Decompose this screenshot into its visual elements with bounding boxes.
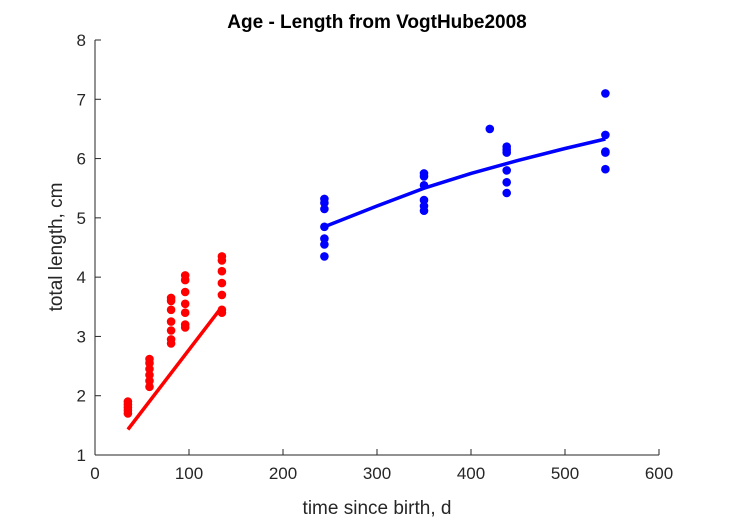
data-point-blue [601,164,610,174]
plot-area [123,89,610,431]
x-tick-label: 500 [551,464,579,483]
data-point-blue [320,252,329,261]
data-point-blue [502,142,512,151]
data-point-blue [320,234,329,243]
y-axis-label: total length, cm [46,183,67,312]
data-point-blue [502,178,512,187]
data-point-red [123,397,133,406]
y-tick-label: 3 [77,327,86,346]
data-point-blue [419,201,429,211]
data-point-blue [320,194,329,204]
data-point-blue [601,89,610,98]
fit-line-red [126,305,224,431]
data-point-red [180,320,190,329]
data-point-red [166,335,176,344]
data-point-blue [419,181,429,190]
data-point-blue [502,166,512,175]
data-point-red [217,266,227,276]
data-point-red [166,326,176,335]
data-point-blue [320,222,329,232]
data-point-red [166,305,176,315]
y-tick-label: 1 [77,446,86,465]
y-tick-label: 4 [77,268,86,287]
data-point-red [217,252,227,261]
x-tick-label: 300 [363,464,391,483]
y-tick-label: 5 [77,209,86,228]
axes [94,39,660,456]
fit-line-blue [323,137,606,229]
data-point-red [145,370,154,380]
data-point-red [166,293,176,303]
data-point-red [217,278,227,288]
y-tick-label: 6 [77,150,86,169]
data-point-blue [419,195,429,205]
y-tick-label: 7 [77,90,86,109]
data-point-red [180,308,190,318]
data-point-blue [485,124,495,134]
data-point-blue [502,188,512,198]
x-tick-label: 600 [645,464,673,483]
data-point-red [180,299,190,309]
data-point-blue [419,169,429,178]
data-point-red [217,305,227,315]
x-tick-label: 400 [457,464,485,483]
data-point-red [145,382,154,392]
data-point-blue [320,240,329,249]
data-point-red [217,290,227,300]
data-point-blue [601,130,610,140]
x-tick-label: 100 [175,464,203,483]
y-tick-label: 8 [77,31,86,50]
data-point-blue [320,204,329,214]
data-point-red [145,364,154,374]
data-point-red [180,271,190,280]
x-tick-label: 200 [269,464,297,483]
data-point-blue [601,147,610,156]
data-point-red [180,287,190,297]
data-point-red [145,376,154,386]
x-tick-label: 0 [90,464,99,483]
data-point-red [145,354,154,364]
chart-title: Age - Length from VogtHube2008 [227,12,526,33]
data-point-red [166,317,176,326]
x-axis-label: time since birth, d [303,498,452,519]
y-tick-label: 2 [77,387,86,406]
